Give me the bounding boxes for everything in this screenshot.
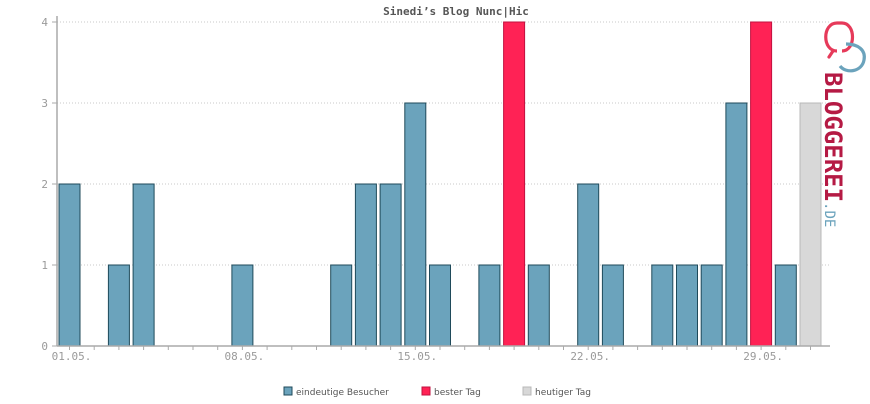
bar-visitor: [774, 264, 797, 347]
bar-visitor: [354, 183, 377, 347]
bar-visitor: [700, 264, 723, 347]
x-tick-label: 15.05.: [397, 350, 437, 363]
bar-visitor: [330, 264, 353, 347]
grid-lines: [52, 21, 830, 347]
bar-visitor: [651, 264, 674, 347]
bar-visitor: [478, 264, 501, 347]
legend-swatch: [522, 386, 532, 396]
legend-swatch: [283, 386, 293, 396]
bar-visitor: [58, 183, 81, 347]
legend-swatch: [421, 386, 431, 396]
y-tick-label: 4: [41, 16, 48, 29]
bar-visitor: [725, 102, 748, 347]
bloggerei-logo-text: BLOGGEREI.DE: [819, 72, 847, 227]
bloggerei-logo-icon: [824, 21, 866, 73]
bar-series: [58, 21, 822, 347]
x-tick-label: 01.05.: [52, 350, 92, 363]
bar-visitor: [676, 264, 698, 347]
y-tick-label: 3: [41, 97, 48, 110]
y-tick-label: 0: [41, 340, 48, 353]
bar-visitor: [379, 183, 402, 347]
bar-visitor: [429, 264, 451, 347]
bar-best: [750, 21, 773, 347]
x-axis-labels: 01.05. 08.05. 15.05. 22.05. 29.05.: [52, 350, 783, 363]
y-axis-labels: 0 1 2 3 4: [41, 16, 48, 353]
x-tick-label: 08.05.: [225, 350, 265, 363]
chart-title: Sinedi’s Blog Nunc|Hic: [383, 5, 529, 18]
bar-visitor: [601, 264, 624, 347]
bar-visitor: [107, 264, 130, 347]
y-tick-label: 2: [41, 178, 48, 191]
y-tick-label: 1: [41, 259, 48, 272]
bar-visitor: [132, 183, 155, 347]
bar-visitor: [577, 183, 600, 347]
bar-visitor: [231, 264, 254, 347]
legend-label: bester Tag: [434, 388, 481, 398]
x-tick-label: 22.05.: [570, 350, 610, 363]
legend-label: heutiger Tag: [535, 388, 591, 398]
axes: [56, 16, 830, 350]
legend-label: eindeutige Besucher: [296, 388, 389, 398]
bloggerei-logo: BLOGGEREI.DE: [819, 21, 866, 227]
bar-best: [503, 21, 526, 347]
bar-visitor: [527, 264, 550, 347]
bar-visitor: [404, 102, 427, 347]
legend: eindeutige Besucher bester Tag heutiger Ta…: [283, 386, 591, 398]
bar-today: [799, 102, 822, 347]
x-tick-label: 29.05.: [743, 350, 783, 363]
